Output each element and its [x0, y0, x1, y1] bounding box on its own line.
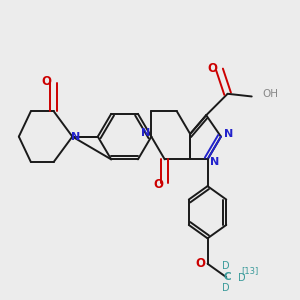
Text: N: N — [224, 129, 233, 139]
Text: O: O — [41, 75, 51, 88]
Text: N: N — [141, 128, 150, 138]
Text: C: C — [224, 272, 231, 282]
Text: O: O — [207, 62, 217, 75]
Text: D: D — [238, 274, 246, 284]
Text: O: O — [195, 257, 205, 270]
Text: D: D — [223, 283, 230, 293]
Text: N: N — [71, 132, 80, 142]
Text: [13]: [13] — [241, 266, 258, 275]
Text: O: O — [153, 178, 163, 191]
Text: N: N — [210, 157, 220, 167]
Text: OH: OH — [262, 89, 278, 99]
Text: D: D — [223, 261, 230, 272]
